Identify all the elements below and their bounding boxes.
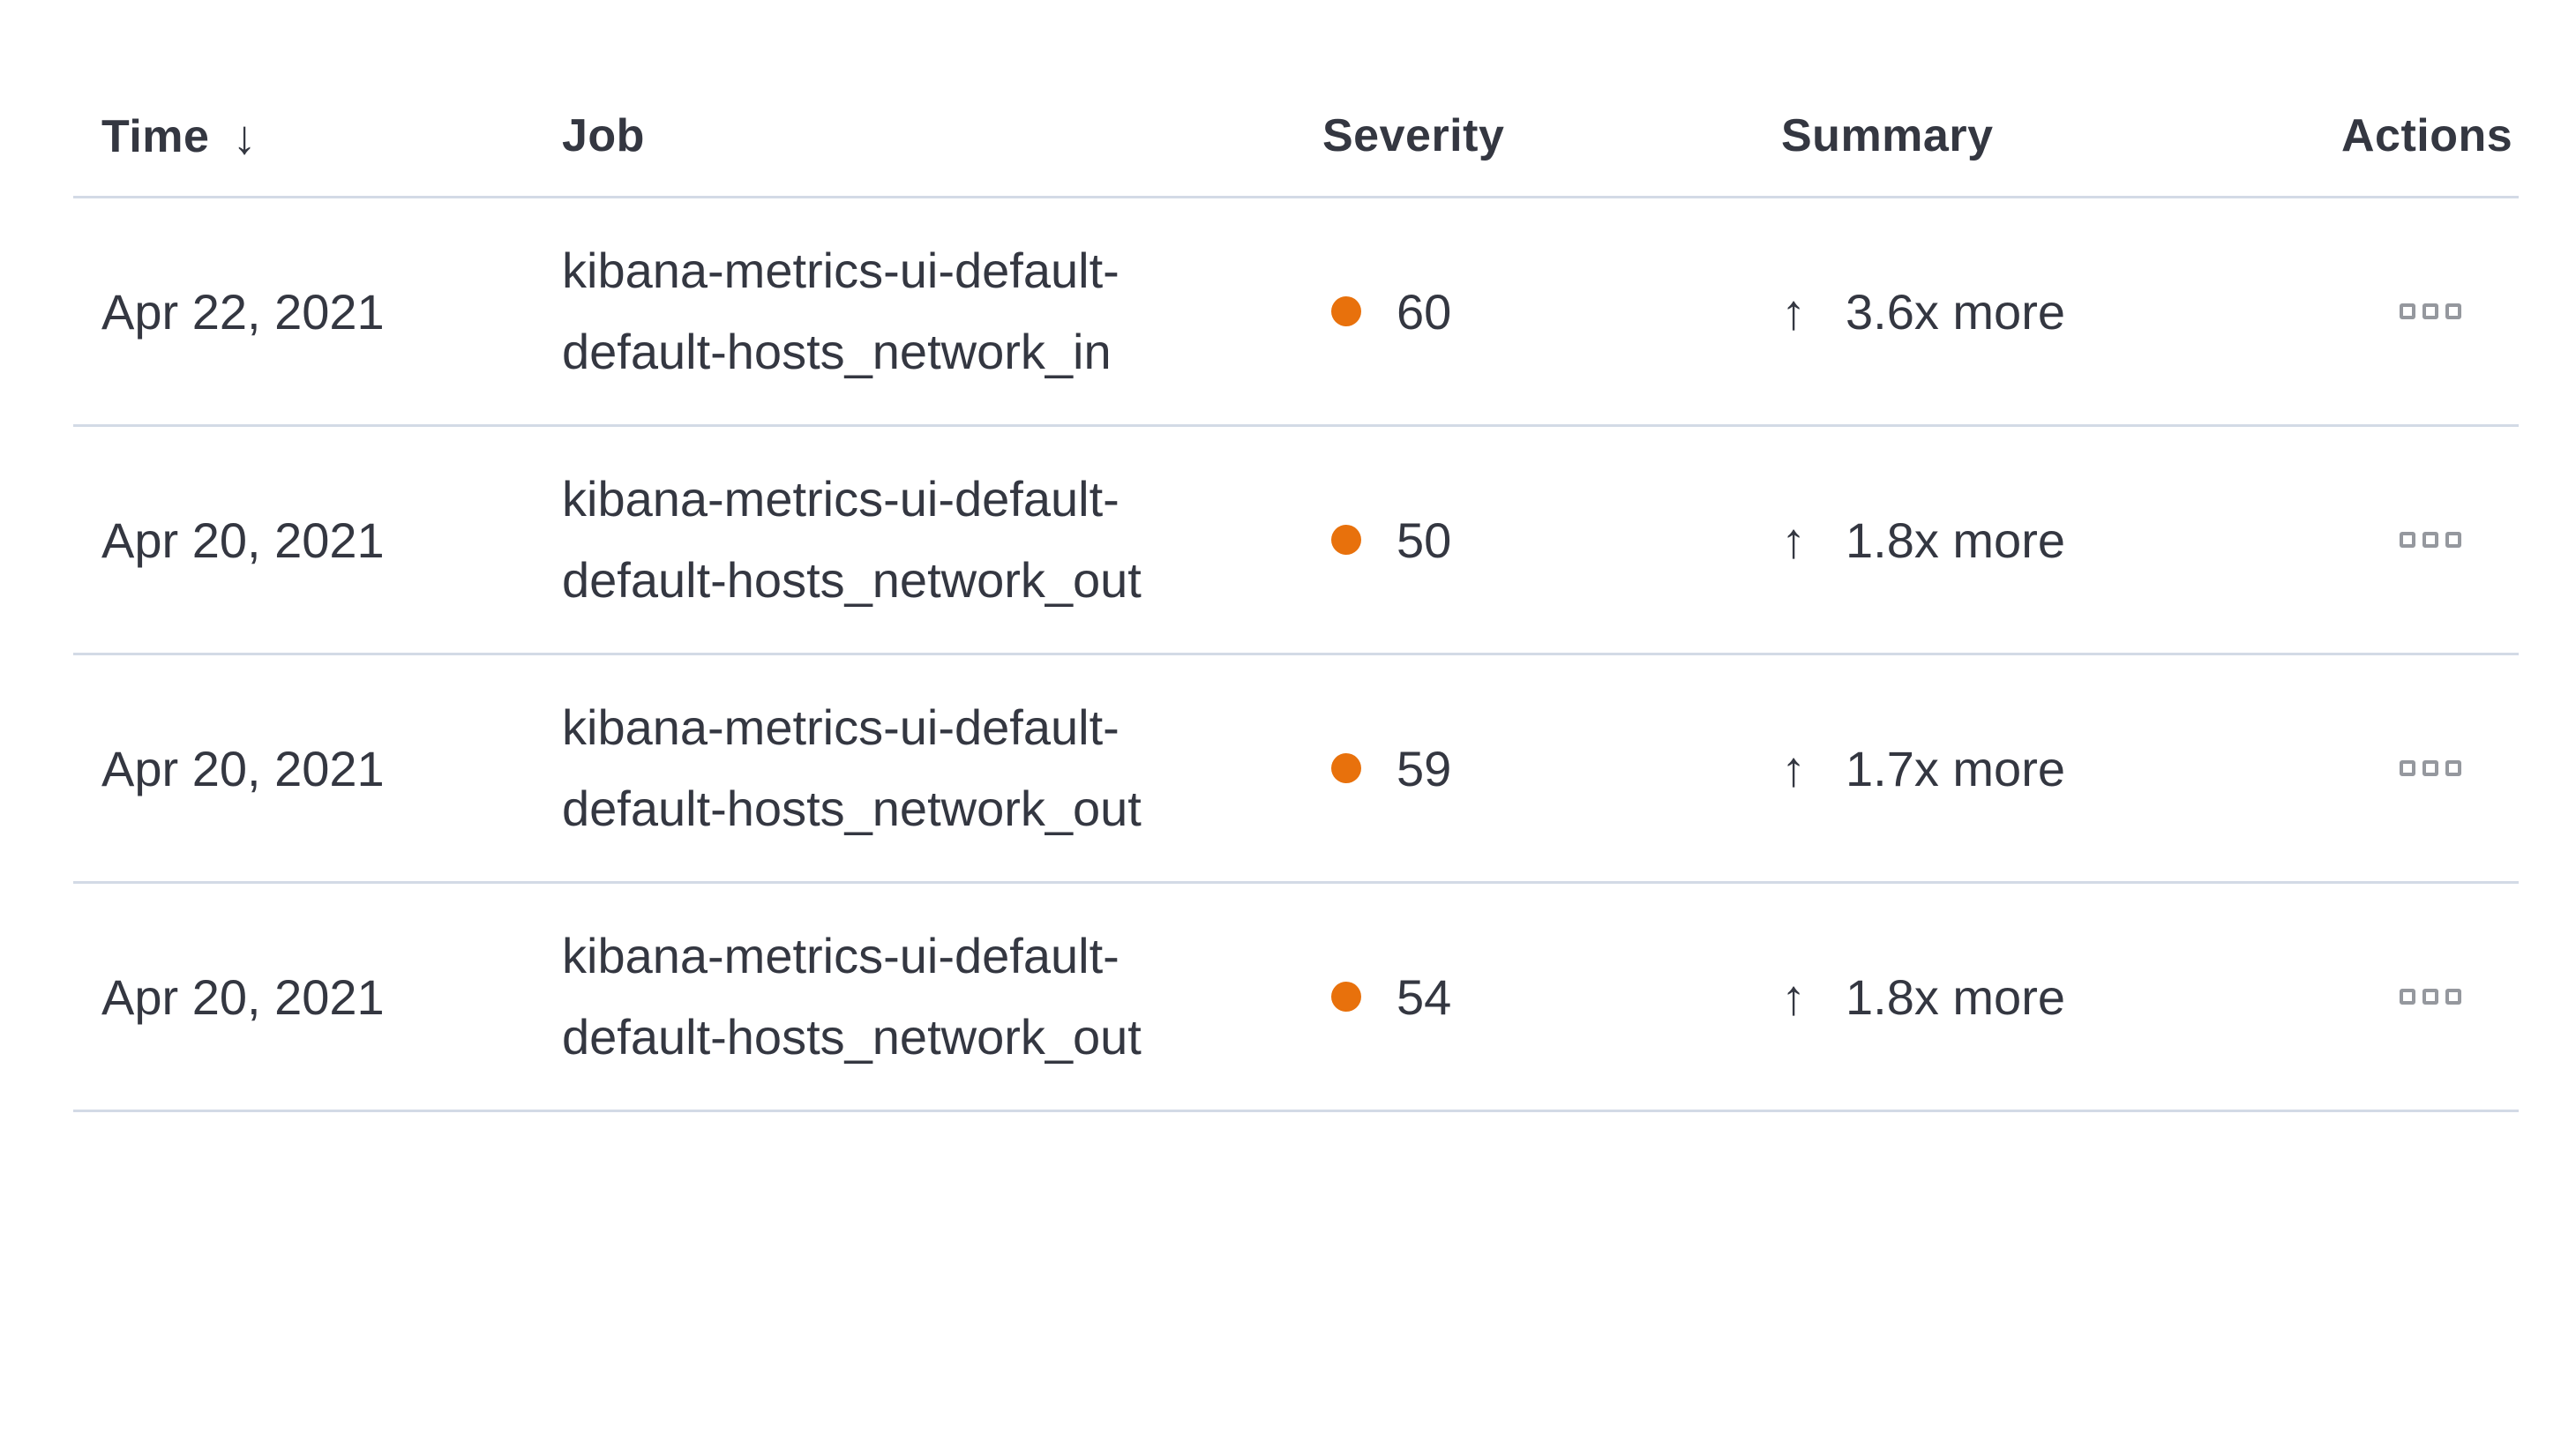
severity-value: 59	[1397, 740, 1452, 796]
job-id-line2: default-hosts_network_out	[562, 781, 1142, 836]
job-cell: kibana-metrics-ui-default- default-hosts…	[562, 916, 1322, 1078]
summary-value: 3.6x more	[1846, 283, 2065, 340]
boxes-horizontal-icon	[2399, 532, 2415, 548]
job-cell: kibana-metrics-ui-default- default-hosts…	[562, 687, 1322, 849]
table-row: Apr 20, 2021 kibana-metrics-ui-default- …	[73, 427, 2519, 655]
time-value: Apr 20, 2021	[101, 512, 385, 568]
row-actions-button[interactable]	[2394, 527, 2467, 553]
time-cell: Apr 22, 2021	[73, 283, 562, 340]
anomalies-table: Time ↓ Job Severity Summary Actions Apr 2…	[73, 0, 2519, 1112]
column-header-job: Job	[562, 109, 1322, 162]
time-value: Apr 20, 2021	[101, 740, 385, 796]
summary-value: 1.7x more	[1846, 740, 2065, 796]
table-header-row: Time ↓ Job Severity Summary Actions	[73, 0, 2519, 198]
arrow-up-icon: ↑	[1781, 283, 1806, 340]
summary-cell: ↑ 3.6x more	[1781, 283, 2341, 340]
table-row: Apr 20, 2021 kibana-metrics-ui-default- …	[73, 884, 2519, 1112]
severity-dot-icon	[1331, 753, 1361, 783]
column-header-actions-label: Actions	[2341, 109, 2513, 161]
actions-cell	[2341, 755, 2519, 781]
severity-dot-icon	[1331, 525, 1361, 555]
arrow-up-icon: ↑	[1781, 740, 1806, 796]
severity-value: 60	[1397, 283, 1452, 340]
boxes-horizontal-icon	[2399, 989, 2415, 1005]
summary-cell: ↑ 1.8x more	[1781, 968, 2341, 1026]
time-cell: Apr 20, 2021	[73, 968, 562, 1026]
job-id-line1: kibana-metrics-ui-default-	[562, 928, 1120, 983]
boxes-horizontal-icon	[2445, 303, 2461, 319]
column-header-time[interactable]: Time ↓	[73, 108, 562, 164]
severity-cell: 50	[1322, 512, 1781, 569]
column-header-summary: Summary	[1781, 109, 2341, 162]
time-value: Apr 20, 2021	[101, 968, 385, 1025]
column-header-job-label: Job	[562, 109, 645, 161]
job-id-line1: kibana-metrics-ui-default-	[562, 471, 1120, 527]
severity-dot-icon	[1331, 296, 1361, 326]
boxes-horizontal-icon	[2445, 989, 2461, 1005]
sort-descending-icon: ↓	[232, 110, 257, 164]
table-row: Apr 20, 2021 kibana-metrics-ui-default- …	[73, 655, 2519, 884]
job-id-line1: kibana-metrics-ui-default-	[562, 699, 1120, 755]
summary-cell: ↑ 1.8x more	[1781, 512, 2341, 569]
time-value: Apr 22, 2021	[101, 283, 385, 340]
column-header-summary-label: Summary	[1781, 109, 1994, 161]
job-id-line2: default-hosts_network_out	[562, 552, 1142, 608]
time-cell: Apr 20, 2021	[73, 740, 562, 797]
arrow-up-icon: ↑	[1781, 512, 1806, 568]
severity-dot-icon	[1331, 982, 1361, 1012]
boxes-horizontal-icon	[2399, 760, 2415, 776]
boxes-horizontal-icon	[2422, 303, 2438, 319]
severity-value: 54	[1397, 968, 1452, 1025]
table-body: Apr 22, 2021 kibana-metrics-ui-default- …	[73, 198, 2519, 1112]
job-id-line2: default-hosts_network_in	[562, 324, 1112, 379]
boxes-horizontal-icon	[2399, 303, 2415, 319]
job-cell: kibana-metrics-ui-default- default-hosts…	[562, 459, 1322, 621]
time-cell: Apr 20, 2021	[73, 512, 562, 569]
boxes-horizontal-icon	[2445, 532, 2461, 548]
actions-cell	[2341, 983, 2519, 1010]
row-actions-button[interactable]	[2394, 755, 2467, 781]
column-header-severity-label: Severity	[1322, 109, 1505, 161]
severity-cell: 60	[1322, 283, 1781, 340]
summary-cell: ↑ 1.7x more	[1781, 740, 2341, 797]
actions-cell	[2341, 298, 2519, 325]
severity-value: 50	[1397, 512, 1452, 568]
severity-cell: 54	[1322, 968, 1781, 1026]
boxes-horizontal-icon	[2422, 989, 2438, 1005]
boxes-horizontal-icon	[2422, 760, 2438, 776]
arrow-up-icon: ↑	[1781, 968, 1806, 1025]
row-actions-button[interactable]	[2394, 298, 2467, 325]
severity-cell: 59	[1322, 740, 1781, 797]
table-row: Apr 22, 2021 kibana-metrics-ui-default- …	[73, 198, 2519, 427]
summary-value: 1.8x more	[1846, 512, 2065, 568]
boxes-horizontal-icon	[2445, 760, 2461, 776]
column-header-actions: Actions	[2341, 109, 2534, 162]
job-id-line1: kibana-metrics-ui-default-	[562, 243, 1120, 298]
job-id-line2: default-hosts_network_out	[562, 1009, 1142, 1065]
column-header-severity: Severity	[1322, 109, 1781, 162]
boxes-horizontal-icon	[2422, 532, 2438, 548]
actions-cell	[2341, 527, 2519, 553]
column-header-time-label: Time	[101, 110, 210, 162]
job-cell: kibana-metrics-ui-default- default-hosts…	[562, 230, 1322, 392]
summary-value: 1.8x more	[1846, 968, 2065, 1025]
row-actions-button[interactable]	[2394, 983, 2467, 1010]
